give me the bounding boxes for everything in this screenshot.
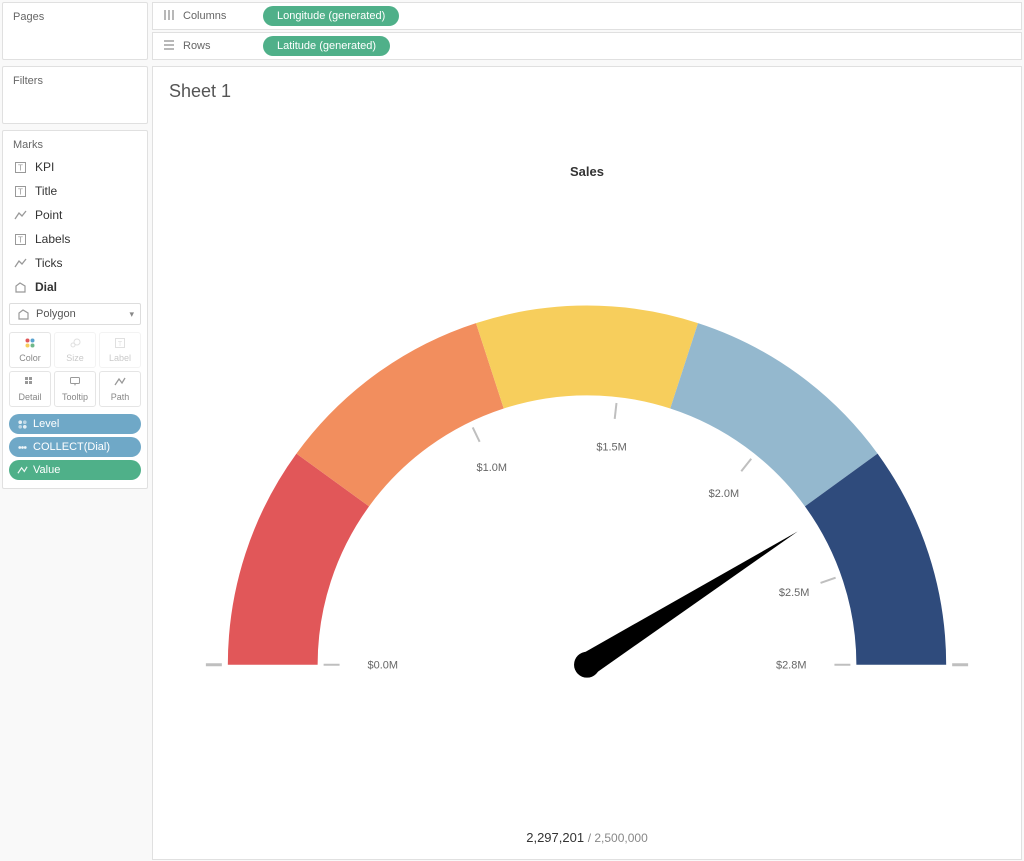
gauge-needle <box>581 531 798 674</box>
gauge-tick <box>741 459 751 471</box>
text-icon: T <box>13 184 27 198</box>
path-icon <box>114 376 126 391</box>
columns-label: Columns <box>183 10 226 22</box>
text-icon: T <box>13 232 27 246</box>
rows-shelf[interactable]: Rows Latitude (generated) <box>152 32 1022 60</box>
kpi-value: 2,297,201 <box>526 830 584 845</box>
line-icon <box>13 256 27 270</box>
marks-card: Marks TKPITTitlePointTLabelsTicksDial Po… <box>2 130 148 489</box>
gauge-tick <box>615 403 617 419</box>
gauge-tick <box>821 578 836 583</box>
poly-icon <box>13 280 27 294</box>
mark-prop-label: TLabel <box>99 332 141 368</box>
gauge-tick-label: $2.5M <box>779 587 810 599</box>
detail-icon <box>24 376 36 391</box>
mark-layer-title[interactable]: TTitle <box>3 179 147 203</box>
mark-prop-size: Size <box>54 332 96 368</box>
svg-text:T: T <box>118 341 123 348</box>
chevron-down-icon: ▾ <box>129 309 134 320</box>
color-icon <box>15 419 29 430</box>
mark-type-label: Polygon <box>36 308 76 320</box>
columns-icon <box>161 8 177 25</box>
line-icon <box>13 208 27 222</box>
columns-pill[interactable]: Longitude (generated) <box>263 6 399 26</box>
gauge-chart: Sales $0.0M $1.0M $1.5M $2.0M $2.5M $2.8M <box>153 106 1021 824</box>
gauge-tick-label: $1.0M <box>477 462 508 474</box>
color-icon <box>24 337 36 352</box>
filters-label: Filters <box>3 67 147 95</box>
size-icon <box>69 337 81 352</box>
text-icon: T <box>13 160 27 174</box>
kpi-target: 2,500,000 <box>594 831 647 845</box>
gauge-title: Sales <box>570 164 604 179</box>
gauge-tick-label: $0.0M <box>368 660 399 672</box>
marks-label: Marks <box>3 131 147 155</box>
gauge-hub <box>574 652 600 678</box>
gauge-segment-2 <box>476 306 698 409</box>
pages-shelf[interactable]: Pages <box>2 2 148 60</box>
sheet-title[interactable]: Sheet 1 <box>153 67 1021 106</box>
worksheet: Sheet 1 Sales $0.0M $1.0M $1.5M $2.0M $2.5M $2… <box>152 66 1022 860</box>
filters-shelf[interactable]: Filters <box>2 66 148 124</box>
kpi-footer: 2,297,201 / 2,500,000 <box>153 824 1021 859</box>
label-icon: T <box>114 337 126 352</box>
mark-prop-path[interactable]: Path <box>99 371 141 407</box>
svg-text:T: T <box>18 163 23 172</box>
mark-type-dropdown[interactable]: Polygon ▾ <box>9 303 141 325</box>
mark-layer-ticks[interactable]: Ticks <box>3 251 147 275</box>
rows-icon <box>161 38 177 55</box>
polygon-icon <box>16 307 30 321</box>
mark-prop-color[interactable]: Color <box>9 332 51 368</box>
marks-pill-value[interactable]: Value <box>9 460 141 480</box>
mark-layer-kpi[interactable]: TKPI <box>3 155 147 179</box>
gauge-tick-label: $2.8M <box>776 660 806 672</box>
marks-pill-level[interactable]: Level <box>9 414 141 434</box>
mark-layer-dial[interactable]: Dial <box>3 275 147 299</box>
rows-pill[interactable]: Latitude (generated) <box>263 36 390 56</box>
mark-layer-labels[interactable]: TLabels <box>3 227 147 251</box>
gauge-tick-label: $1.5M <box>596 442 627 454</box>
mark-prop-tooltip[interactable]: Tooltip <box>54 371 96 407</box>
path-icon <box>15 465 29 476</box>
mark-layer-point[interactable]: Point <box>3 203 147 227</box>
mark-prop-detail[interactable]: Detail <box>9 371 51 407</box>
svg-text:T: T <box>18 235 23 244</box>
detail-icon <box>15 442 29 453</box>
gauge-tick-label: $2.0M <box>709 488 740 500</box>
columns-shelf[interactable]: Columns Longitude (generated) <box>152 2 1022 30</box>
svg-text:T: T <box>18 187 23 196</box>
rows-label: Rows <box>183 40 211 52</box>
marks-pill-collect-dial-[interactable]: COLLECT(Dial) <box>9 437 141 457</box>
tooltip-icon <box>69 376 81 391</box>
gauge-tick <box>473 427 480 441</box>
pages-label: Pages <box>3 3 147 31</box>
